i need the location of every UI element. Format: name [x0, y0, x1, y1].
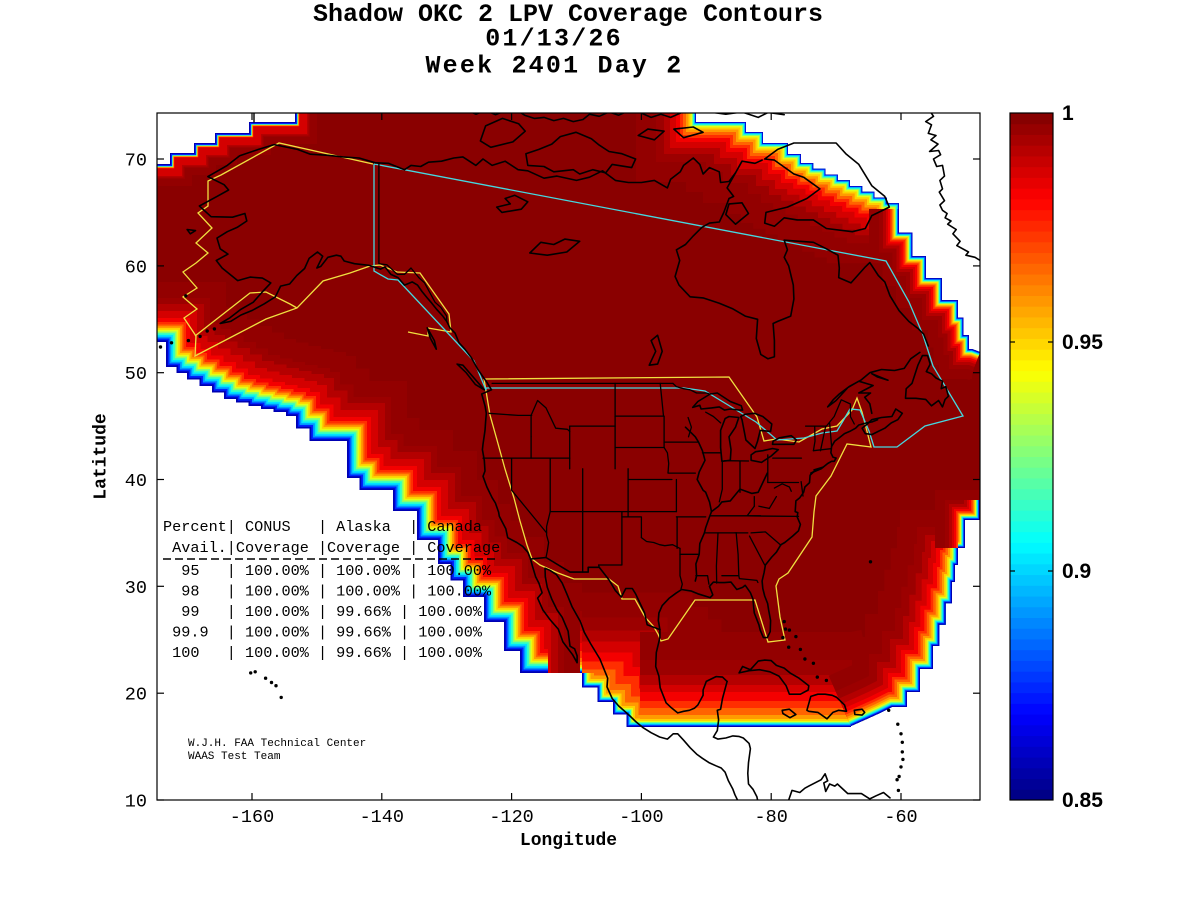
svg-text:95 | 100.00% | 100.00% | 100: 95 | 100.00% | 100.00% | 100.00% — [163, 562, 492, 580]
svg-text:70: 70 — [125, 151, 147, 172]
svg-text:20: 20 — [125, 685, 147, 706]
svg-text:-140: -140 — [360, 807, 404, 828]
svg-text:10: 10 — [125, 792, 147, 813]
svg-text:0.9: 0.9 — [1062, 560, 1091, 583]
svg-text:Percent| CONUS | Alaska | C: Percent| CONUS | Alaska | Canada — [163, 518, 482, 536]
svg-text:99 | 100.00% | 99.66% | 100.: 99 | 100.00% | 99.66% | 100.00% — [163, 603, 483, 621]
svg-text:0.95: 0.95 — [1062, 331, 1103, 354]
svg-text:W.J.H. FAA Technical Center: W.J.H. FAA Technical Center — [188, 738, 366, 750]
svg-text:Latitude: Latitude — [92, 413, 112, 499]
svg-text:99.9 | 100.00% | 99.66% | 100: 99.9 | 100.00% | 99.66% | 100.00% — [163, 624, 483, 642]
svg-text:WAAS Test Team: WAAS Test Team — [188, 751, 281, 763]
svg-text:0.85: 0.85 — [1062, 789, 1103, 812]
svg-text:Shadow OKC 2 LPV Coverage Cont: Shadow OKC 2 LPV Coverage Contours — [313, 0, 823, 29]
svg-text:-80: -80 — [755, 807, 788, 828]
svg-text:98 | 100.00% | 100.00% | 100: 98 | 100.00% | 100.00% | 100.00% — [163, 583, 492, 601]
svg-text:-120: -120 — [489, 807, 533, 828]
svg-text:Longitude: Longitude — [520, 831, 617, 851]
svg-text:40: 40 — [125, 471, 147, 492]
svg-text:-60: -60 — [884, 807, 917, 828]
svg-text:100 | 100.00% | 99.66% | 100: 100 | 100.00% | 99.66% | 100.00% — [163, 644, 483, 662]
svg-text:30: 30 — [125, 578, 147, 599]
svg-text:Avail.|Coverage |Coverage | Co: Avail.|Coverage |Coverage | Coverage — [163, 539, 500, 557]
svg-text:Week 2401 Day 2: Week 2401 Day 2 — [425, 52, 683, 81]
svg-text:60: 60 — [125, 257, 147, 278]
svg-text:-160: -160 — [230, 807, 274, 828]
svg-text:50: 50 — [125, 364, 147, 385]
svg-text:-100: -100 — [619, 807, 663, 828]
svg-text:01/13/26: 01/13/26 — [485, 25, 623, 54]
svg-text:1: 1 — [1062, 102, 1074, 125]
